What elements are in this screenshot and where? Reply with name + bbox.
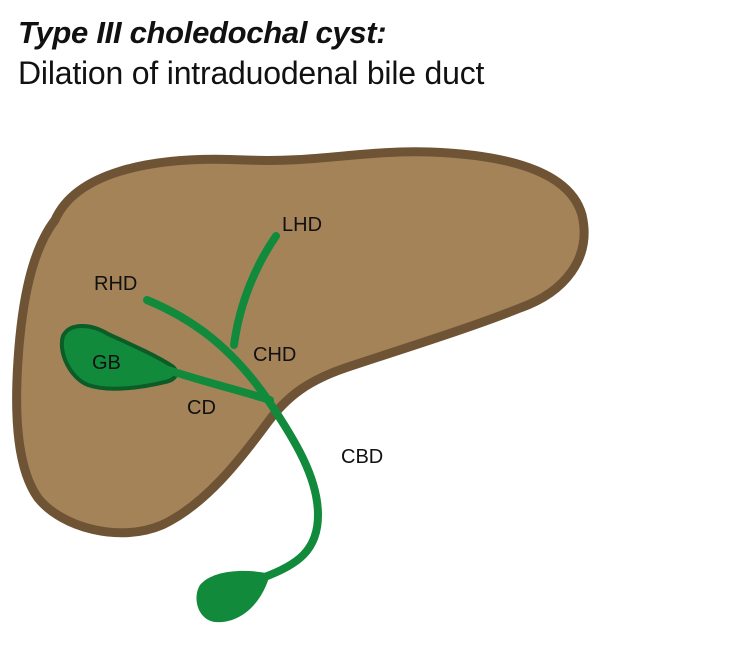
label-chd: CHD: [253, 344, 296, 366]
cystic-duct: [164, 366, 274, 404]
bile-ducts: [143, 232, 322, 582]
liver: [12, 147, 589, 538]
gallbladder: [59, 324, 179, 391]
intraduodenal-cyst: [196, 570, 270, 623]
right-hepatic-duct: [143, 296, 272, 404]
title-block: Type III choledochal cyst: Dilation of i…: [18, 14, 484, 94]
label-gb: GB: [92, 352, 121, 374]
common-bile-duct: [258, 396, 322, 582]
diagram-subtitle: Dilation of intraduodenal bile duct: [18, 55, 485, 91]
label-lhd: LHD: [282, 214, 322, 236]
label-cd: CD: [187, 397, 216, 419]
label-rhd: RHD: [94, 273, 137, 295]
label-cbd: CBD: [341, 446, 383, 468]
diagram-title: Type III choledochal cyst:: [18, 15, 387, 50]
left-hepatic-duct: [230, 232, 280, 349]
